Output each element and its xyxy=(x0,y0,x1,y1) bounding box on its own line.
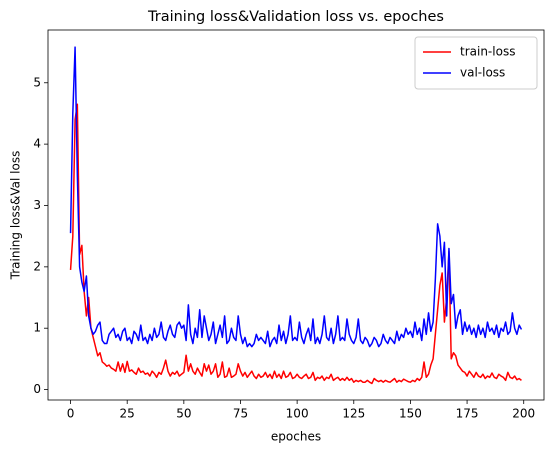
x-tick-label: 0 xyxy=(67,407,75,421)
x-tick-label: 200 xyxy=(512,407,535,421)
legend-box xyxy=(414,36,538,90)
x-tick-label: 75 xyxy=(233,407,248,421)
x-tick-label: 25 xyxy=(120,407,135,421)
x-tick-label: 125 xyxy=(342,407,365,421)
legend-label: val-loss xyxy=(460,66,505,80)
chart-title: Training loss&Validation loss vs. epoche… xyxy=(147,9,444,25)
y-tick-label: 2 xyxy=(33,259,41,273)
y-tick-label: 0 xyxy=(33,382,41,396)
x-tick-label: 50 xyxy=(176,407,191,421)
y-axis-label: Training loss&Val loss xyxy=(9,151,23,281)
x-tick-label: 150 xyxy=(399,407,422,421)
x-tick-label: 175 xyxy=(456,407,479,421)
series-line xyxy=(69,46,523,348)
axes-frame xyxy=(47,29,545,401)
y-tick-label: 5 xyxy=(33,75,41,89)
y-tick-label: 3 xyxy=(33,198,41,212)
x-axis-label: epoches xyxy=(271,430,321,444)
y-tick-label: 4 xyxy=(33,137,41,151)
y-tick-label: 1 xyxy=(33,321,41,335)
legend-label: train-loss xyxy=(460,45,515,59)
x-tick-label: 100 xyxy=(286,407,309,421)
